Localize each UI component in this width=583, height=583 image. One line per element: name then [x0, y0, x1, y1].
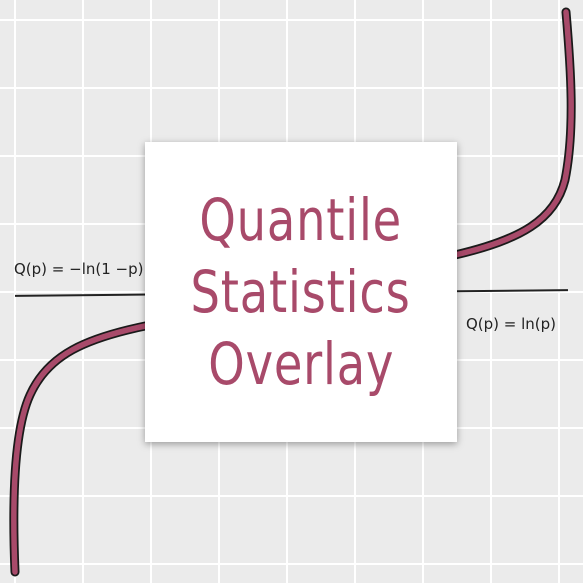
quantile-curve-right-fill — [452, 9, 574, 258]
title-card: Quantile Statistics Overlay — [145, 142, 457, 442]
title-line-1: Quantile — [199, 186, 403, 254]
right-formula-label: Q(p) = ln(p) — [466, 315, 556, 333]
quantile-curve-left-fill — [11, 322, 153, 575]
quantile-curve — [9, 7, 576, 577]
title-line-3: Overlay — [208, 330, 394, 398]
left-formula-label: Q(p) = −ln(1 −p) — [14, 260, 144, 278]
title-line-2: Statistics — [190, 258, 412, 326]
